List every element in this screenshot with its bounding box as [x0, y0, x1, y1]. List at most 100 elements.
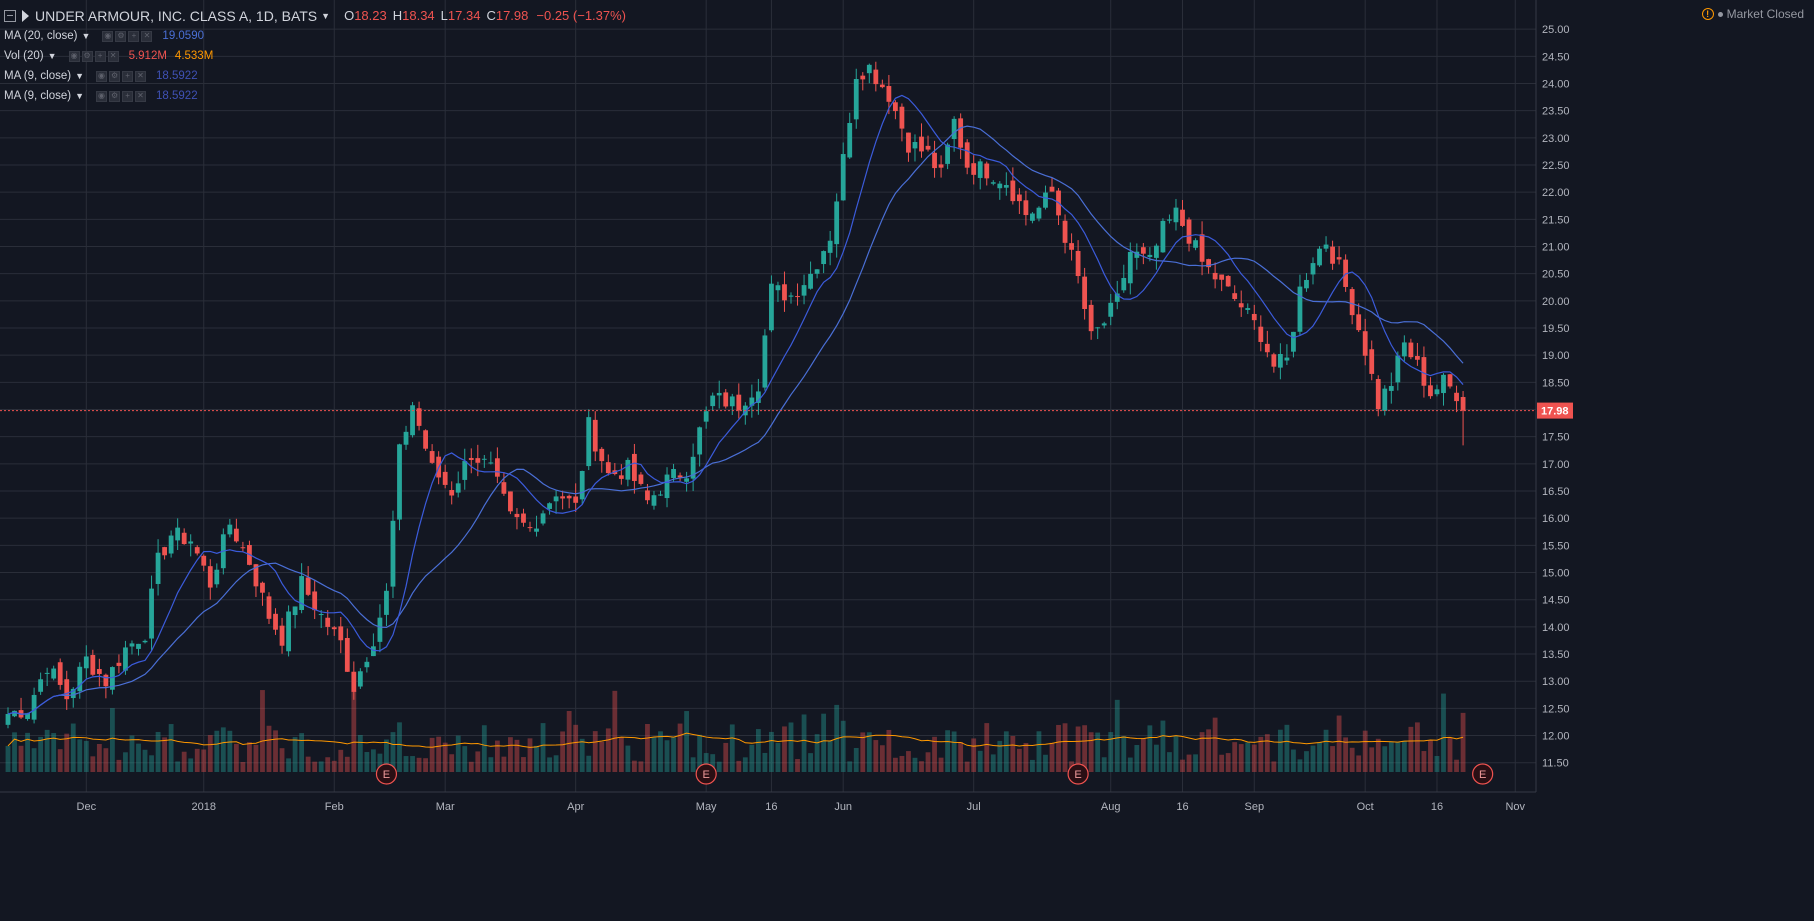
close-icon[interactable]: ✕ [141, 30, 153, 42]
candle-body [579, 470, 585, 500]
volume-bar [690, 757, 696, 772]
volume-bar [951, 731, 957, 772]
gear-icon[interactable]: ⚙ [109, 90, 121, 102]
candle-body [77, 666, 83, 692]
alert-icon[interactable]: ! [1701, 8, 1714, 20]
earnings-marker[interactable] [1472, 763, 1494, 785]
volume-bar [1238, 744, 1244, 772]
earnings-marker[interactable] [695, 763, 717, 785]
volume-bar [1369, 747, 1375, 772]
candle-body [1199, 234, 1205, 262]
candle-body [123, 647, 128, 671]
more-icon[interactable]: + [94, 50, 106, 62]
chevron-down-icon[interactable]: ▼ [81, 31, 91, 41]
candle-body [521, 513, 526, 523]
price-tick-label: 24.00 [1542, 78, 1570, 90]
volume-bar [912, 757, 918, 772]
volume-bar [788, 722, 794, 772]
collapse-icon[interactable] [4, 10, 16, 22]
candle-body [1251, 313, 1257, 321]
close-icon[interactable]: ✕ [135, 90, 147, 102]
candle-body [449, 490, 455, 496]
volume-bar [1108, 732, 1114, 772]
volume-bar [651, 737, 657, 772]
more-icon[interactable]: + [122, 70, 134, 82]
candle-body [1036, 207, 1042, 219]
volume-bar [410, 756, 415, 772]
candle-body [1401, 342, 1407, 357]
indicator-ma9-second[interactable]: MA (9, close) ▼ ◉ ⚙ + ✕ 18.5922 [4, 86, 626, 106]
more-icon[interactable]: + [128, 30, 140, 42]
volume-bar [984, 723, 990, 772]
eye-icon[interactable]: ◉ [96, 90, 108, 102]
candle-body [429, 451, 435, 463]
volume-bar [566, 710, 572, 772]
eye-icon[interactable]: ◉ [68, 50, 80, 62]
volume-bar [964, 761, 970, 772]
price-tick-label: 11.50 [1542, 758, 1569, 770]
close-icon[interactable]: ✕ [135, 70, 147, 82]
volume-bar [1023, 743, 1029, 772]
volume-bar [129, 735, 135, 772]
earnings-marker[interactable] [375, 763, 398, 785]
chevron-down-icon[interactable]: ▼ [75, 91, 85, 101]
volume-bar [1193, 754, 1198, 772]
chevron-down-icon[interactable]: ▼ [321, 11, 331, 21]
market-status[interactable]: ! Market Closed [1701, 7, 1804, 21]
volume-bar [853, 747, 859, 772]
candle-body [5, 713, 11, 725]
volume-bar [560, 731, 566, 772]
candle-body [605, 462, 611, 474]
volume-bar [273, 730, 278, 772]
candle-body [214, 569, 220, 585]
volume-bar [5, 745, 11, 772]
candle-body [645, 490, 650, 501]
volume-bar [1180, 759, 1185, 772]
earnings-marker[interactable] [1067, 763, 1089, 785]
symbol-title[interactable]: UNDER ARMOUR, INC. CLASS A, 1D, BATS [35, 8, 318, 24]
time-tick-label: 16 [1176, 801, 1188, 813]
indicator-name[interactable]: MA (20, close) [4, 30, 78, 42]
price-tick-label: 25.00 [1542, 24, 1570, 36]
volume-bar [233, 743, 239, 772]
chevron-down-icon[interactable]: ▼ [75, 71, 85, 81]
volume-bar [325, 757, 331, 772]
close-icon[interactable]: ✕ [107, 50, 119, 62]
candle-body [1186, 219, 1192, 244]
candle-body [1049, 186, 1055, 192]
volume-bar [1167, 752, 1172, 772]
indicator-name[interactable]: Vol (20) [4, 50, 44, 62]
candle-body [305, 577, 311, 595]
volume-bar [1075, 726, 1081, 772]
indicator-name[interactable]: MA (9, close) [4, 70, 72, 82]
indicator-ma20[interactable]: MA (20, close) ▼ ◉ ⚙ + ✕ 19.0590 [4, 26, 626, 46]
volume-bar [808, 753, 813, 772]
time-tick-label: Jul [967, 801, 981, 813]
candle-body [377, 617, 383, 642]
candle-body [919, 136, 924, 152]
volume-bar [1016, 748, 1022, 772]
volume-bar [1349, 747, 1355, 772]
candle-body [1114, 293, 1120, 302]
candle-body [299, 576, 305, 610]
candle-body [57, 662, 63, 685]
chevron-down-icon[interactable]: ▼ [47, 51, 57, 61]
time-axis: Dec 2018 Feb Mar Apr May 16 Jun Jul Aug 16 Sep Oct 16… [0, 791, 1536, 813]
indicator-ma9[interactable]: MA (9, close) ▼ ◉ ⚙ + ✕ 18.5922 [4, 66, 626, 86]
open-label: O [344, 8, 355, 23]
gear-icon[interactable]: ⚙ [115, 30, 127, 42]
eye-icon[interactable]: ◉ [102, 30, 114, 42]
indicator-name[interactable]: MA (9, close) [4, 90, 72, 102]
candle-body [710, 395, 716, 407]
indicator-volume[interactable]: Vol (20) ▼ ◉ ⚙ + ✕ 5.912M 4.533M [4, 46, 626, 66]
gear-icon[interactable]: ⚙ [81, 50, 93, 62]
more-icon[interactable]: + [122, 90, 134, 102]
indicator-value: 5.912M [128, 50, 167, 62]
volume-bar [873, 740, 879, 772]
volume-bar [938, 757, 944, 772]
gear-icon[interactable]: ⚙ [109, 70, 121, 82]
volume-bar [403, 756, 409, 772]
eye-icon[interactable]: ◉ [96, 70, 108, 82]
